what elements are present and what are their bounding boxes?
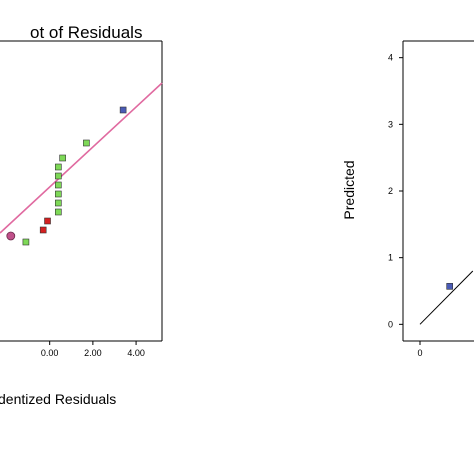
chart-left-point (119, 106, 127, 114)
chart-left-x-ticks: 0.00 2.00 4.00 (41, 341, 145, 358)
chart-left-point (39, 226, 47, 234)
chart-right-points (446, 283, 454, 290)
chart-left-point (44, 217, 51, 225)
chart-left-normal-plot: ot of Residuals 0.00 2.00 4.00 dentized Re… (0, 23, 163, 407)
chart-right-fit-line-group (419, 270, 474, 325)
chart-left-point (83, 139, 90, 147)
chart-left-fit-line (0, 82, 163, 234)
chart-right-point (446, 283, 454, 290)
chart-left-point (55, 181, 62, 189)
chart-left-point (55, 199, 62, 207)
chart-left-point (55, 208, 62, 216)
chart-left-x-tick-label: 0.00 (41, 348, 59, 358)
chart-right-y-tick-label: 1 (388, 253, 393, 263)
chart-right-y-tick-label: 2 (388, 186, 393, 196)
chart-left-point (55, 172, 62, 180)
chart-left-x-tick-label: 2.00 (84, 348, 102, 358)
chart-left-point (22, 238, 30, 246)
chart-left-point (55, 163, 62, 171)
chart-right-ticks: 0 1 2 3 4 0 (388, 53, 423, 358)
chart-right-y-tick-label: 3 (388, 119, 393, 129)
chart-right-fit-line (419, 270, 474, 325)
chart-right-x-tick-label: 0 (417, 348, 422, 358)
chart-left-title: ot of Residuals (30, 23, 142, 42)
chart-left-fit-line-group (0, 82, 163, 234)
chart-left-point (6, 231, 16, 241)
chart-left-points (6, 106, 127, 246)
chart-left-x-axis-label: dentized Residuals (0, 391, 116, 407)
chart-left-point (55, 190, 62, 198)
chart-right-predicted-plot: 0 1 2 3 4 0 Predicted (341, 40, 474, 358)
chart-left-point (59, 154, 66, 162)
chart-right-y-tick-label: 0 (388, 319, 393, 329)
chart-left-x-tick-label: 4.00 (127, 348, 145, 358)
chart-right-y-tick-label: 4 (388, 53, 393, 63)
chart-right-y-axis-label: Predicted (341, 160, 357, 219)
